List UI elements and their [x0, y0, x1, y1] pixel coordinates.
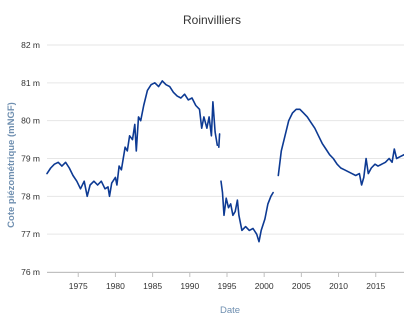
y-tick-label: 76 m [21, 267, 40, 277]
y-tick-label: 78 m [21, 191, 40, 201]
x-tick-label: 2015 [366, 281, 385, 291]
x-tick-label: 2010 [329, 281, 348, 291]
y-tick-label: 80 m [21, 116, 40, 126]
x-tick-label: 1985 [143, 281, 162, 291]
x-tick-label: 1980 [106, 281, 125, 291]
x-tick-label: 1975 [69, 281, 88, 291]
axis-layer [47, 272, 404, 277]
series-line-segment [221, 181, 273, 242]
x-axis-title: Date [220, 305, 240, 316]
series-line-segment [219, 134, 220, 147]
label-layer: 76 m 77 m 78 m 79 m 80 m 81 m 82 m 1975 1980 1985… [21, 40, 385, 291]
y-tick-label: 82 m [21, 40, 40, 50]
y-tick-label: 79 m [21, 154, 40, 164]
x-tick-label: 1995 [218, 281, 237, 291]
x-tick-label: 2000 [255, 281, 274, 291]
series-line-segment [47, 81, 217, 196]
x-tick-label: 2005 [292, 281, 311, 291]
y-tick-label: 77 m [21, 229, 40, 239]
y-axis-title: Cote piézométrique (mNGF) [6, 102, 17, 228]
chart-title: Roinvilliers [183, 13, 241, 27]
line-layer [47, 81, 404, 242]
grid-layer [47, 45, 404, 272]
x-tick-label: 1990 [180, 281, 199, 291]
y-tick-label: 81 m [21, 78, 40, 88]
